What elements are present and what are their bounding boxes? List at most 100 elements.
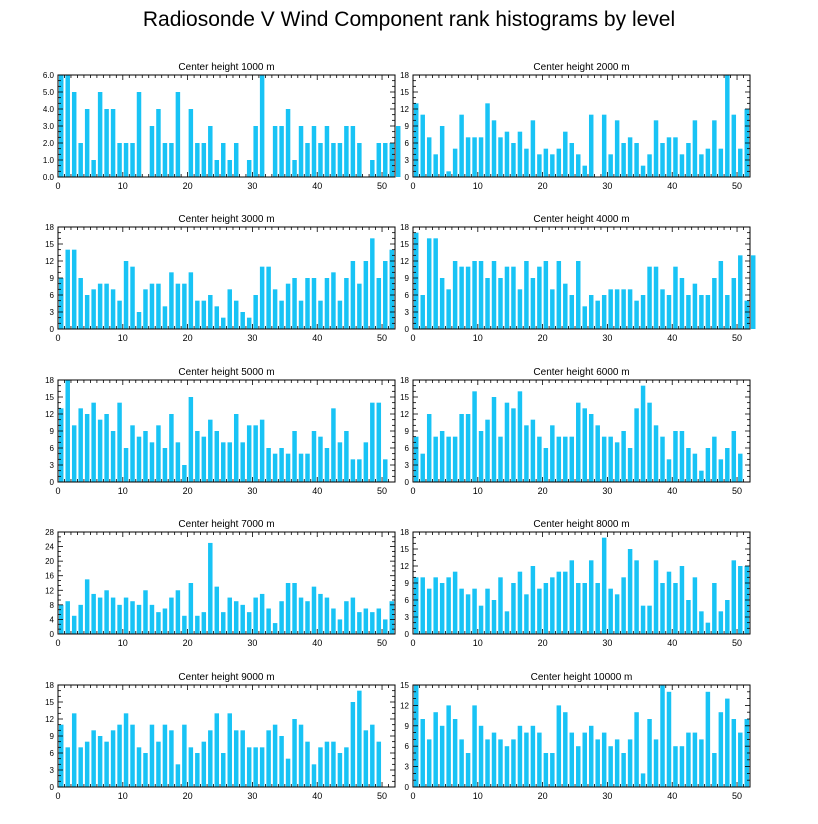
histogram-bar <box>673 431 678 482</box>
histogram-bar <box>433 238 438 329</box>
histogram-bar <box>149 604 155 634</box>
histogram-bar <box>472 391 477 482</box>
histogram-bar <box>491 600 497 634</box>
histogram-bar <box>569 295 575 329</box>
panel-title: Center height 3000 m <box>178 214 274 225</box>
histogram-bar <box>679 746 685 787</box>
x-tick-label: 30 <box>247 486 257 496</box>
histogram-bar <box>692 120 698 177</box>
histogram-bar <box>305 453 310 482</box>
histogram-bar <box>595 583 600 634</box>
histogram-bar <box>195 143 200 177</box>
histogram-bar <box>439 725 445 787</box>
x-tick-label: 10 <box>473 486 483 496</box>
histogram-bar <box>182 615 187 634</box>
histogram-bar <box>699 611 704 634</box>
histogram-bar <box>104 741 109 787</box>
histogram-bar <box>712 583 717 634</box>
histogram-bar <box>246 425 252 482</box>
histogram-bar <box>201 741 207 787</box>
histogram-bar <box>357 612 362 634</box>
histogram-bar <box>543 448 549 482</box>
x-tick-label: 10 <box>118 791 128 801</box>
histogram-bar <box>550 154 555 177</box>
y-tick-label: 3 <box>50 308 55 317</box>
histogram-bar <box>738 732 743 787</box>
y-tick-label: 9 <box>405 274 410 283</box>
histogram-bar <box>246 317 252 329</box>
histogram-bar <box>679 566 685 634</box>
histogram-bar <box>396 126 401 177</box>
histogram-bar <box>679 431 685 482</box>
histogram-bar <box>582 732 587 787</box>
panel-title: Center height 6000 m <box>533 367 629 378</box>
histogram-bar <box>97 419 103 482</box>
histogram-bar <box>478 605 484 634</box>
panel-10: Center height 10000 m 0 10 20 30 40 50 0 3 6 9 12 15 <box>400 672 751 801</box>
histogram-bar <box>357 283 362 329</box>
histogram-bar <box>472 588 477 634</box>
histogram-bar <box>117 724 122 787</box>
histogram-bar <box>543 753 549 787</box>
histogram-bar <box>324 597 330 634</box>
histogram-bar <box>305 278 310 329</box>
histogram-bar <box>608 588 613 634</box>
histogram-bar <box>420 295 425 329</box>
y-tick-label: 18 <box>400 376 409 385</box>
histogram-bar <box>337 143 343 177</box>
histogram-bar <box>556 436 562 482</box>
histogram-bar <box>498 577 503 634</box>
histogram-bar <box>556 705 562 787</box>
y-tick-label: 0 <box>50 478 55 487</box>
histogram-bar <box>511 583 516 634</box>
histogram-bar <box>705 148 711 177</box>
histogram-bar <box>259 747 265 787</box>
histogram-bar <box>543 148 549 177</box>
histogram-bar <box>71 425 77 482</box>
histogram-bar <box>614 120 620 177</box>
histogram-bar <box>266 448 271 482</box>
histogram-bar <box>117 604 122 634</box>
histogram-bar <box>751 255 756 329</box>
histogram-bar <box>459 588 464 634</box>
x-tick-label: 50 <box>732 486 742 496</box>
panel-title: Center height 1000 m <box>178 62 274 73</box>
histogram-bar <box>673 266 678 329</box>
histogram-bar <box>246 160 252 177</box>
histogram-bar <box>376 608 382 634</box>
histogram-bar <box>712 753 717 787</box>
histogram-bar <box>563 436 568 482</box>
histogram-bar <box>331 608 336 634</box>
histogram-bar <box>595 739 600 787</box>
y-tick-label: 9 <box>405 427 410 436</box>
histogram-bar <box>433 154 438 177</box>
y-tick-label: 18 <box>400 528 409 537</box>
histogram-bar <box>485 103 490 177</box>
histogram-bar <box>537 732 542 787</box>
histogram-bar <box>491 120 497 177</box>
y-tick-label: 24 <box>45 543 54 552</box>
histogram-bar <box>731 719 737 787</box>
y-tick-label: 3 <box>405 156 410 165</box>
histogram-bar <box>634 560 639 634</box>
histogram-bar <box>195 753 200 787</box>
histogram-bar <box>640 385 646 482</box>
x-tick-label: 0 <box>55 791 60 801</box>
histogram-bar <box>272 453 278 482</box>
histogram-bar <box>731 560 737 634</box>
histogram-bar <box>725 448 730 482</box>
y-tick-label: 0 <box>405 783 410 792</box>
histogram-bar <box>621 753 626 787</box>
histogram-bar <box>686 600 691 634</box>
histogram-bar <box>318 143 323 177</box>
histogram-bar <box>259 593 265 634</box>
histogram-bar <box>524 261 529 329</box>
histogram-bar <box>699 739 704 787</box>
histogram-bar <box>311 764 317 787</box>
histogram-bar <box>162 306 168 329</box>
histogram-bar <box>292 583 297 634</box>
histogram-bar <box>350 459 356 482</box>
panel-3: Center height 3000 m 0 10 20 30 40 50 0 3 6 9 12 15 1… <box>45 214 396 343</box>
histogram-bar <box>305 143 310 177</box>
histogram-bar <box>221 317 226 329</box>
